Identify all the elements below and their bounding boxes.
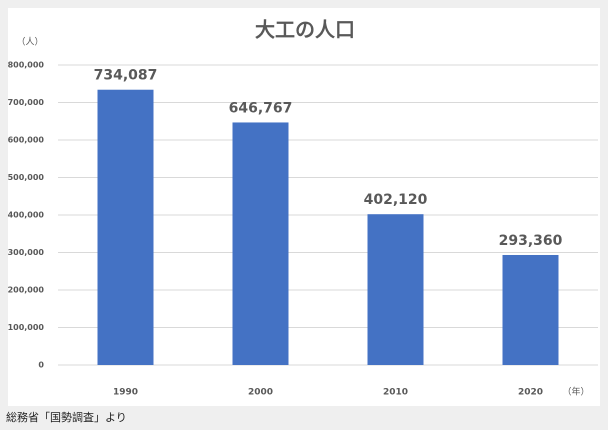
- x-tick-label: 2010: [383, 388, 408, 398]
- bar: [367, 214, 424, 365]
- data-label: 402,120: [364, 192, 428, 208]
- data-label: 734,087: [94, 68, 158, 84]
- data-label: 293,360: [499, 233, 563, 249]
- y-tick-label: 0: [38, 361, 44, 370]
- x-tick-label: 1990: [113, 388, 138, 398]
- data-label: 646,767: [229, 100, 293, 116]
- y-tick-label: 700,000: [8, 98, 45, 107]
- y-tick-label: 400,000: [8, 211, 45, 220]
- y-tick-label: 600,000: [8, 136, 45, 145]
- bar: [232, 122, 289, 365]
- y-axis-unit: （人）: [16, 37, 43, 48]
- y-tick-label: 500,000: [8, 173, 45, 182]
- y-tick-label: 200,000: [8, 286, 45, 295]
- y-tick-label: 100,000: [8, 323, 45, 332]
- bar: [502, 254, 559, 365]
- y-tick-label: 300,000: [8, 248, 45, 257]
- y-tick-label: 800,000: [8, 61, 45, 70]
- source-note: 総務省「国勢調査」より: [6, 410, 127, 424]
- x-tick-label: 2000: [248, 388, 273, 398]
- chart-title: 大工の人口: [255, 18, 355, 42]
- bar: [97, 89, 154, 365]
- x-tick-label: 2020: [518, 388, 543, 398]
- x-axis-unit: （年）: [562, 386, 589, 398]
